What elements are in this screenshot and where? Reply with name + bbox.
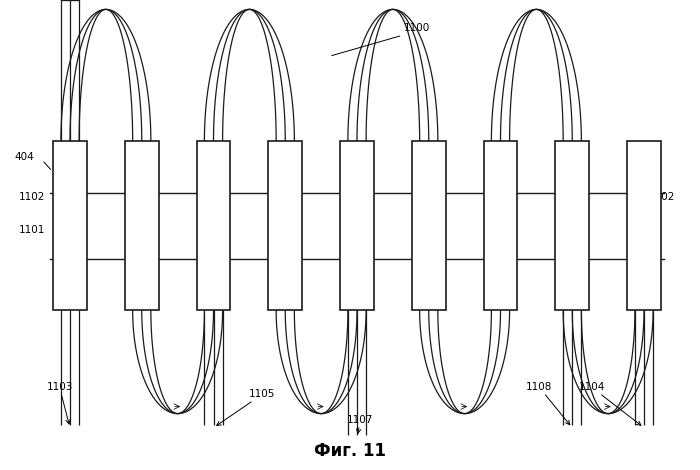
Bar (53, 141, 87, 310)
Text: 404: 404 (15, 152, 34, 162)
Text: 1105: 1105 (217, 389, 276, 425)
Text: 1104: 1104 (578, 382, 641, 425)
Text: 1101: 1101 (18, 225, 45, 235)
Text: 1107: 1107 (347, 415, 374, 433)
Text: 1102: 1102 (18, 192, 45, 202)
Text: 1100: 1100 (403, 23, 430, 32)
Bar (340, 141, 374, 310)
Text: 1108: 1108 (526, 382, 570, 425)
Text: 1103: 1103 (46, 382, 73, 424)
Bar (125, 141, 158, 310)
Bar (269, 141, 302, 310)
Text: 1106: 1106 (0, 469, 1, 470)
Bar (484, 141, 517, 310)
Text: 1102: 1102 (648, 192, 675, 202)
Bar (412, 141, 446, 310)
Text: Фиг. 11: Фиг. 11 (314, 442, 386, 460)
Bar (627, 141, 661, 310)
Bar (555, 141, 589, 310)
Bar (197, 141, 230, 310)
